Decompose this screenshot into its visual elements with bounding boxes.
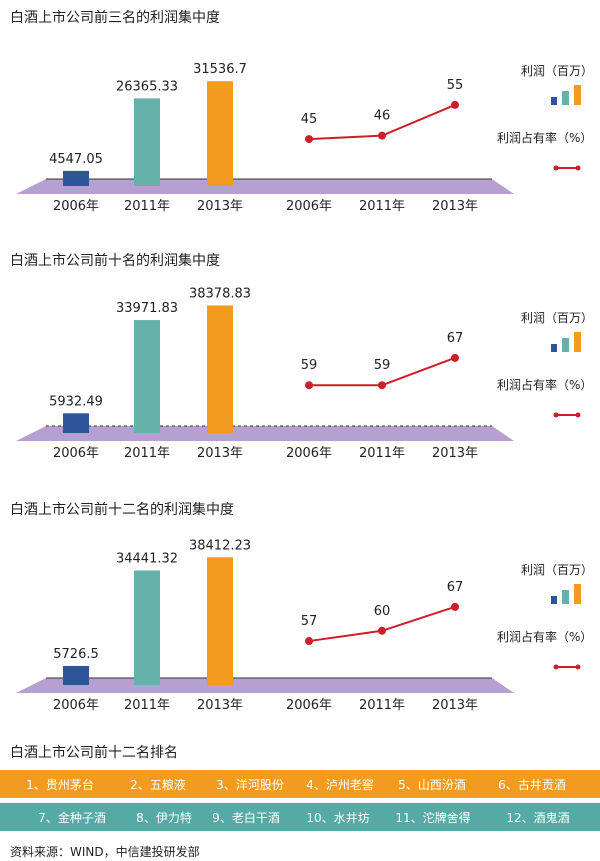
bar	[63, 170, 89, 186]
legend-profit-label: 利润（百万）	[521, 311, 593, 325]
source-note: 资料来源：WIND，中信建投研发部	[10, 845, 200, 859]
bar-value-label: 38378.83	[189, 286, 251, 301]
share-value-label: 55	[447, 78, 464, 93]
ranking-item: 2、五粮液	[130, 777, 186, 792]
bar-x-tick-label: 2011年	[124, 698, 170, 713]
legend-line-swatch-dot	[575, 165, 581, 171]
share-value-label: 57	[301, 614, 318, 629]
legend-bar-swatch	[551, 596, 557, 604]
legend-bar-swatch	[562, 91, 569, 105]
line-x-tick-label: 2013年	[432, 446, 478, 461]
bar-x-tick-label: 2011年	[124, 199, 170, 214]
line-x-tick-label: 2011年	[359, 446, 405, 461]
share-point	[305, 381, 313, 390]
ranking-item: 4、泸州老窖	[306, 777, 374, 792]
legend-profit-label: 利润（百万）	[521, 563, 593, 577]
share-point	[451, 100, 459, 109]
share-value-label: 67	[447, 331, 464, 346]
bar-x-tick-label: 2006年	[53, 698, 99, 713]
ranking-row-top: 1、贵州茅台 2、五粮液 3、洋河股份 4、泸州老窖 5、山西汾酒 6、古井贡酒	[0, 770, 600, 798]
legend-profit-label: 利润（百万）	[521, 64, 593, 78]
share-value-label: 59	[374, 358, 391, 373]
legend-bar-swatch	[574, 332, 581, 352]
legend-bar-swatch	[574, 85, 581, 105]
ranking-row-bottom: 7、金种子酒 8、伊力特 9、老白干酒 10、水井坊 11、沱牌舍得 12、酒鬼…	[0, 803, 600, 831]
charts-area: 白酒上市公司前三名的利润集中度 4547.05 26365.33 31536.7 200…	[10, 9, 593, 713]
bar	[207, 557, 233, 685]
bar-value-label: 5932.49	[49, 394, 103, 409]
legend-line-swatch-dot	[575, 412, 581, 418]
bar-value-label: 4547.05	[49, 152, 103, 167]
share-value-label: 67	[447, 580, 464, 595]
share-value-label: 45	[301, 112, 318, 127]
line-x-tick-label: 2013年	[432, 698, 478, 713]
chart-title: 白酒上市公司前十名的利润集中度	[10, 252, 220, 269]
bar-value-label: 26365.33	[116, 79, 178, 94]
ranking-item: 6、古井贡酒	[498, 777, 566, 792]
ranking-item: 3、洋河股份	[216, 777, 284, 792]
legend-share-label: 利润占有率（%）	[497, 130, 592, 145]
bar	[63, 413, 89, 433]
ranking-item: 8、伊力特	[136, 810, 192, 825]
bar	[134, 320, 160, 433]
legend-line-swatch-dot	[553, 165, 559, 171]
chart-title: 白酒上市公司前三名的利润集中度	[10, 9, 220, 26]
bar-value-label: 38412.23	[189, 538, 251, 553]
line-x-tick-label: 2013年	[432, 199, 478, 214]
bar-value-label: 31536.7	[193, 62, 247, 77]
ranking-item: 11、沱牌舍得	[395, 810, 471, 825]
bar	[134, 570, 160, 685]
chart-title: 白酒上市公司前十二名的利润集中度	[10, 501, 234, 518]
share-point	[378, 626, 386, 635]
ranking-title: 白酒上市公司前十二名排名	[10, 745, 178, 761]
share-point	[378, 381, 386, 390]
line-x-tick-label: 2006年	[286, 446, 332, 461]
bar-x-tick-label: 2013年	[197, 446, 243, 461]
ranking-item: 9、老白干酒	[212, 810, 280, 825]
share-value-label: 46	[374, 109, 391, 124]
bar-x-tick-label: 2011年	[124, 446, 170, 461]
share-value-label: 59	[301, 358, 318, 373]
line-x-tick-label: 2011年	[359, 698, 405, 713]
share-point	[305, 135, 313, 144]
ranking-item: 10、水井坊	[306, 810, 370, 825]
share-point	[451, 353, 459, 362]
bar-x-tick-label: 2006年	[53, 199, 99, 214]
legend-line-swatch-dot	[575, 664, 581, 670]
legend-line-swatch-dot	[553, 412, 559, 418]
bar	[134, 98, 160, 186]
bar-x-tick-label: 2013年	[197, 199, 243, 214]
bar	[207, 305, 233, 433]
chart-floor	[16, 179, 514, 194]
share-point	[451, 602, 459, 611]
legend-share-label: 利润占有率（%）	[497, 629, 592, 644]
bar	[63, 665, 89, 685]
chart-floor	[16, 426, 514, 441]
ranking-item: 12、酒鬼酒	[506, 810, 570, 825]
share-point	[305, 637, 313, 646]
legend-bar-swatch	[551, 97, 557, 105]
ranking-item: 5、山西汾酒	[398, 777, 466, 792]
share-point	[378, 131, 386, 140]
line-x-tick-label: 2006年	[286, 698, 332, 713]
bar-value-label: 34441.32	[116, 551, 178, 566]
line-x-tick-label: 2006年	[286, 199, 332, 214]
legend-share-label: 利润占有率（%）	[497, 377, 592, 392]
legend-bar-swatch	[574, 584, 581, 604]
legend-bar-swatch	[562, 338, 569, 352]
bar-x-tick-label: 2006年	[53, 446, 99, 461]
line-x-tick-label: 2011年	[359, 199, 405, 214]
legend-bar-swatch	[562, 590, 569, 604]
share-value-label: 60	[374, 604, 391, 619]
chart-floor	[16, 678, 514, 693]
bar-value-label: 33971.83	[116, 301, 178, 316]
legend-bar-swatch	[551, 344, 557, 352]
legend-line-swatch-dot	[553, 664, 559, 670]
bar-x-tick-label: 2013年	[197, 698, 243, 713]
bar	[207, 81, 233, 186]
ranking-item: 7、金种子酒	[38, 810, 106, 825]
ranking-item: 1、贵州茅台	[26, 777, 94, 792]
bar-value-label: 5726.5	[53, 647, 99, 662]
